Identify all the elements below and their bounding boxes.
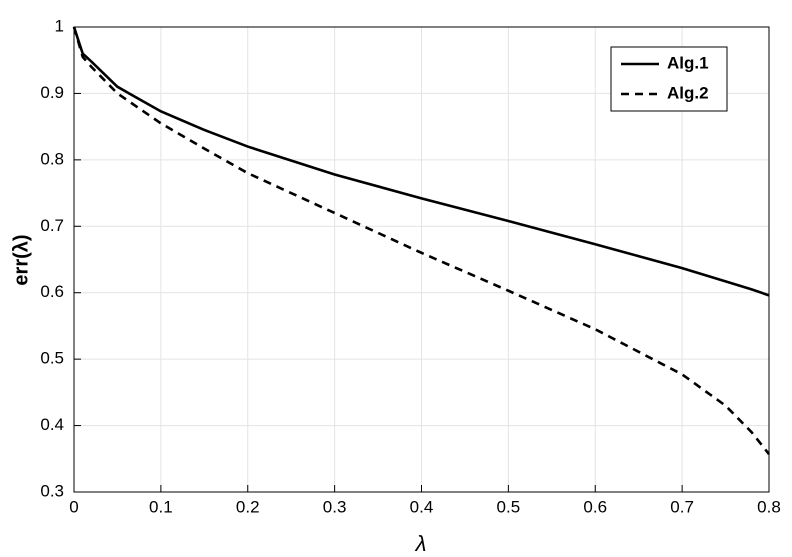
x-axis-label: λ	[415, 531, 427, 556]
y-tick-label: 0.6	[40, 282, 64, 301]
x-tick-label: 0.5	[497, 497, 521, 516]
legend-label: Alg.2	[667, 83, 709, 102]
x-tick-label: 0	[69, 497, 78, 516]
y-tick-label: 0.3	[40, 481, 64, 500]
y-tick-label: 0.9	[40, 83, 64, 102]
legend-box	[610, 46, 728, 112]
x-tick-label: 0.8	[757, 497, 781, 516]
axes-box	[73, 26, 770, 493]
y-tick-label: 1	[55, 16, 64, 35]
line-series	[72, 26, 771, 455]
x-tick-label: 0.3	[323, 497, 347, 516]
x-tick-label: 0.4	[410, 497, 434, 516]
x-tick-label: 0.7	[670, 497, 694, 516]
y-tick-label: 0.4	[40, 415, 64, 434]
x-tick-label: 0.6	[583, 497, 607, 516]
y-axis-label: err(λ)	[10, 234, 32, 285]
y-tick-label: 0.7	[40, 216, 64, 235]
x-tick-label: 0.2	[236, 497, 260, 516]
line-series	[72, 26, 770, 297]
y-tick-label: 0.8	[40, 149, 64, 168]
legend-label: Alg.1	[667, 53, 709, 72]
x-tick-label: 0.1	[149, 497, 173, 516]
y-tick-label: 0.5	[40, 349, 64, 368]
